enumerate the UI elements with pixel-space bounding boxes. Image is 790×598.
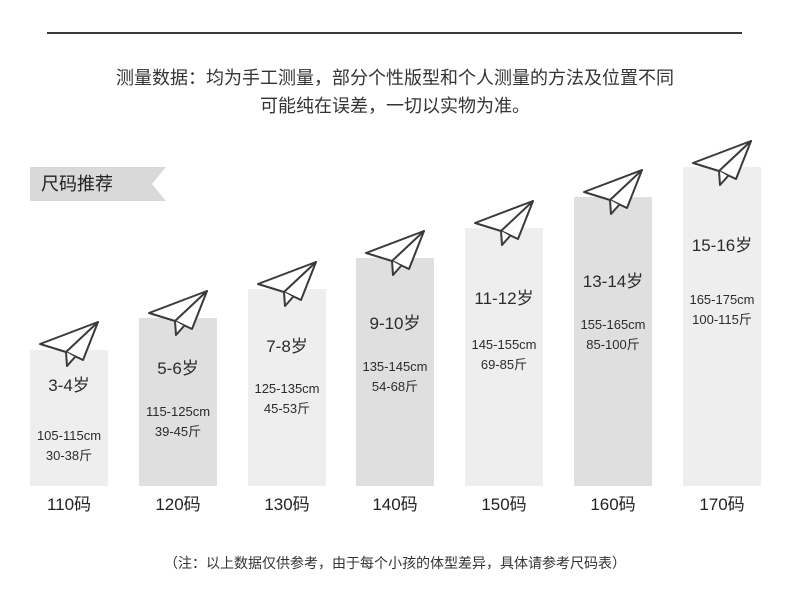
size-bar	[683, 167, 761, 486]
paper-plane-icon	[473, 199, 535, 247]
size-column: 15-16岁 165-175cm 100-115斤 170码	[683, 0, 761, 598]
size-label: 150码	[481, 495, 527, 514]
height-range: 165-175cm	[689, 292, 755, 307]
size-bar	[139, 318, 217, 486]
size-label: 160码	[590, 495, 636, 514]
height-range: 155-165cm	[580, 317, 646, 332]
size-column: 11-12岁 145-155cm 69-85斤 150码	[465, 0, 543, 598]
size-column: 7-8岁 125-135cm 45-53斤 130码	[248, 0, 326, 598]
paper-plane-icon	[691, 139, 753, 187]
age-range: 9-10岁	[369, 314, 421, 333]
size-label: 120码	[155, 495, 201, 514]
header-note-line-1: 测量数据：均为手工测量，部分个性版型和个人测量的方法及位置不同	[116, 68, 674, 88]
top-divider	[47, 32, 742, 34]
paper-plane-icon	[256, 260, 318, 308]
size-label: 110码	[46, 495, 92, 514]
size-column: 9-10岁 135-145cm 54-68斤 140码	[356, 0, 434, 598]
weight-range: 45-53斤	[263, 401, 311, 416]
paper-plane-icon	[38, 320, 100, 368]
age-range: 13-14岁	[582, 272, 644, 291]
size-bar	[574, 197, 652, 486]
height-range: 135-145cm	[362, 359, 428, 374]
weight-range: 39-45斤	[154, 424, 202, 439]
header-note-line-2: 可能纯在误差，一切以实物为准。	[260, 96, 530, 116]
size-column: 5-6岁 115-125cm 39-45斤 120码	[139, 0, 217, 598]
size-recommendation-label: 尺码推荐	[41, 174, 113, 194]
paper-plane-icon	[582, 168, 644, 216]
size-bar	[30, 350, 108, 486]
age-range: 5-6岁	[157, 359, 199, 378]
size-bar	[356, 258, 434, 486]
height-range: 105-115cm	[36, 428, 102, 443]
size-recommendation-tag: 尺码推荐	[30, 167, 166, 201]
weight-range: 85-100斤	[586, 337, 640, 352]
tag-ribbon-shape	[30, 167, 166, 201]
height-range: 115-125cm	[145, 404, 211, 419]
weight-range: 54-68斤	[371, 379, 419, 394]
size-label: 140码	[372, 495, 418, 514]
weight-range: 69-85斤	[480, 357, 528, 372]
size-bar	[248, 289, 326, 486]
size-column: 3-4岁 105-115cm 30-38斤 110码	[30, 0, 108, 598]
height-range: 125-135cm	[254, 381, 320, 396]
age-range: 11-12岁	[474, 289, 534, 308]
age-range: 7-8岁	[266, 337, 308, 356]
paper-plane-icon	[364, 229, 426, 277]
age-range: 3-4岁	[48, 376, 90, 395]
size-bar	[465, 228, 543, 486]
weight-range: 30-38斤	[45, 448, 93, 463]
size-label: 130码	[264, 495, 310, 514]
height-range: 145-155cm	[471, 337, 537, 352]
size-column: 13-14岁 155-165cm 85-100斤 160码	[574, 0, 652, 598]
weight-range: 100-115斤	[692, 312, 752, 327]
age-range: 15-16岁	[691, 236, 753, 255]
size-label: 170码	[699, 495, 745, 514]
paper-plane-icon	[147, 289, 209, 337]
footnote: （注：以上数据仅供参考，由于每个小孩的体型差异，具体请参考尺码表）	[164, 555, 626, 571]
